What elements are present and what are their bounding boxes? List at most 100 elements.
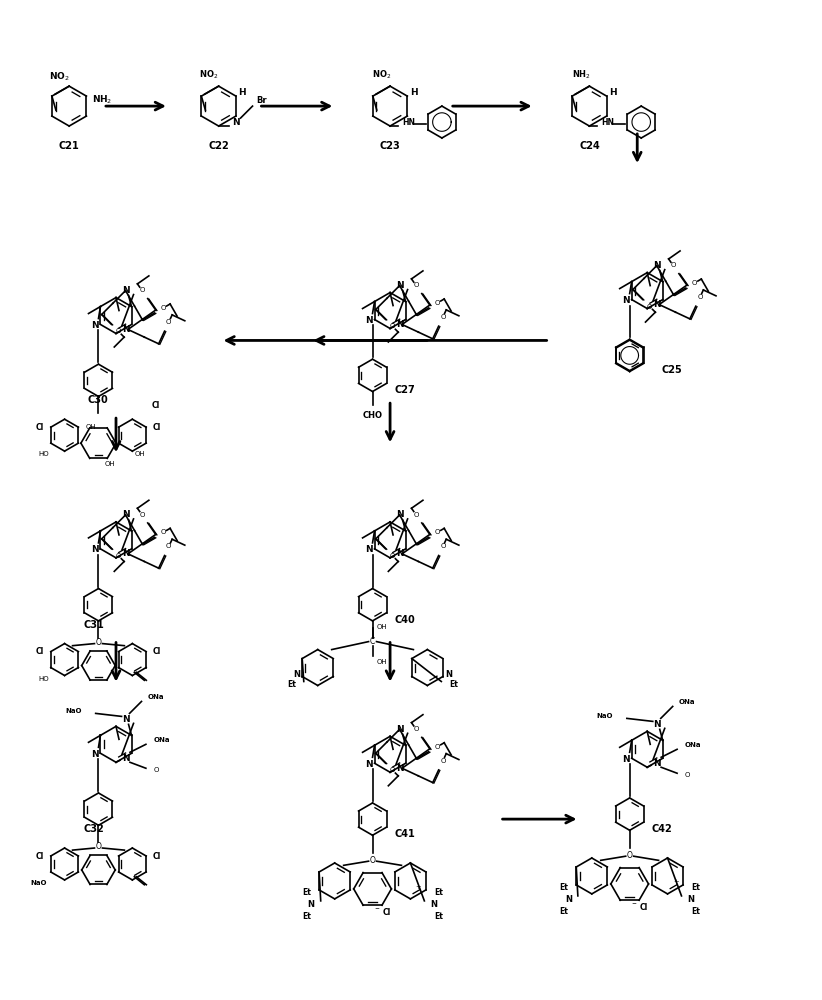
- Text: O: O: [160, 305, 166, 311]
- Text: N: N: [653, 759, 661, 768]
- Text: Et: Et: [302, 888, 311, 897]
- Text: OH: OH: [85, 424, 96, 430]
- Text: OH: OH: [376, 624, 387, 630]
- Text: O: O: [435, 300, 440, 306]
- Text: C41: C41: [395, 829, 415, 839]
- Text: Et: Et: [691, 907, 700, 916]
- Text: Et: Et: [559, 883, 568, 892]
- Text: C24: C24: [579, 141, 600, 151]
- Text: C: C: [370, 637, 375, 646]
- Text: N: N: [122, 286, 129, 295]
- Text: Cl: Cl: [382, 908, 390, 917]
- Text: OH: OH: [105, 461, 116, 467]
- Text: HN: HN: [402, 118, 415, 127]
- Text: HN: HN: [602, 118, 614, 127]
- Text: NaO: NaO: [30, 880, 47, 886]
- Text: O: O: [116, 328, 121, 334]
- Text: N: N: [622, 296, 630, 305]
- Text: Cl: Cl: [640, 903, 648, 912]
- Text: N: N: [396, 725, 404, 734]
- Text: O: O: [95, 638, 101, 647]
- Text: $^-$: $^-$: [372, 904, 381, 913]
- Text: $^+$: $^+$: [414, 884, 423, 894]
- Text: O: O: [116, 553, 121, 559]
- Text: ONa: ONa: [154, 737, 170, 743]
- Text: O: O: [626, 851, 633, 860]
- Text: O: O: [647, 304, 653, 310]
- Text: C40: C40: [395, 615, 415, 625]
- Text: N: N: [653, 720, 661, 729]
- Text: N: N: [293, 670, 300, 679]
- Text: N: N: [233, 118, 240, 127]
- Text: C32: C32: [84, 824, 104, 834]
- Text: N: N: [396, 510, 404, 519]
- Text: OH: OH: [376, 659, 387, 665]
- Text: N: N: [653, 261, 661, 270]
- Text: OH: OH: [134, 451, 145, 457]
- Text: Cl: Cl: [35, 423, 44, 432]
- Text: Br: Br: [256, 96, 267, 105]
- Text: H: H: [410, 88, 418, 97]
- Text: NaO: NaO: [65, 708, 81, 714]
- Text: N: N: [446, 670, 452, 679]
- Text: Et: Et: [302, 912, 311, 921]
- Text: O: O: [139, 512, 145, 518]
- Text: O: O: [370, 856, 376, 865]
- Text: HO: HO: [38, 451, 48, 457]
- Text: NO$_2$: NO$_2$: [48, 71, 70, 83]
- Text: O: O: [671, 262, 676, 268]
- Text: C23: C23: [380, 141, 400, 151]
- Text: Cl: Cl: [35, 852, 44, 861]
- Text: N: N: [122, 715, 129, 724]
- Text: C25: C25: [662, 365, 682, 375]
- Text: O: O: [413, 512, 418, 518]
- Text: O: O: [440, 314, 446, 320]
- Text: N: N: [122, 754, 130, 763]
- Text: O: O: [139, 287, 145, 293]
- Text: NH$_2$: NH$_2$: [572, 69, 591, 81]
- Text: Et: Et: [434, 912, 443, 921]
- Text: N: N: [565, 895, 572, 904]
- Text: N: N: [622, 755, 630, 764]
- Text: Cl: Cl: [153, 852, 161, 861]
- Text: ONa: ONa: [147, 694, 164, 700]
- Text: N: N: [431, 900, 437, 909]
- Text: N: N: [90, 750, 99, 759]
- Text: C22: C22: [208, 141, 229, 151]
- Text: C27: C27: [395, 385, 415, 395]
- Text: $^+$: $^+$: [672, 879, 680, 889]
- Text: O: O: [685, 772, 690, 778]
- Text: C42: C42: [652, 824, 672, 834]
- Text: O: O: [413, 282, 418, 288]
- Text: Cl: Cl: [35, 647, 44, 656]
- Text: O: O: [160, 529, 166, 535]
- Text: O: O: [166, 319, 172, 325]
- Text: N: N: [687, 895, 695, 904]
- Text: O: O: [697, 294, 703, 300]
- Text: Cl: Cl: [152, 401, 160, 410]
- Text: Cl: Cl: [153, 647, 161, 656]
- Text: O: O: [166, 543, 172, 549]
- Text: O: O: [692, 280, 697, 286]
- Text: N: N: [653, 300, 661, 309]
- Text: O: O: [435, 529, 440, 535]
- Text: NaO: NaO: [597, 713, 613, 719]
- Text: CHO: CHO: [363, 411, 382, 420]
- Text: N: N: [365, 545, 372, 554]
- Text: N: N: [396, 281, 404, 290]
- Text: N: N: [122, 510, 129, 519]
- Text: ONa: ONa: [679, 699, 695, 705]
- Text: N: N: [122, 325, 130, 334]
- Text: C30: C30: [88, 395, 109, 405]
- Text: H: H: [238, 88, 247, 97]
- Text: N: N: [307, 900, 315, 909]
- Text: N: N: [396, 764, 404, 773]
- Text: O: O: [95, 842, 101, 851]
- Text: Et: Et: [434, 888, 443, 897]
- Text: Et: Et: [691, 883, 700, 892]
- Text: Cl: Cl: [153, 423, 161, 432]
- Text: NH$_2$: NH$_2$: [92, 94, 113, 106]
- Text: O: O: [440, 543, 446, 549]
- Text: O: O: [413, 726, 418, 732]
- Text: N: N: [122, 549, 130, 558]
